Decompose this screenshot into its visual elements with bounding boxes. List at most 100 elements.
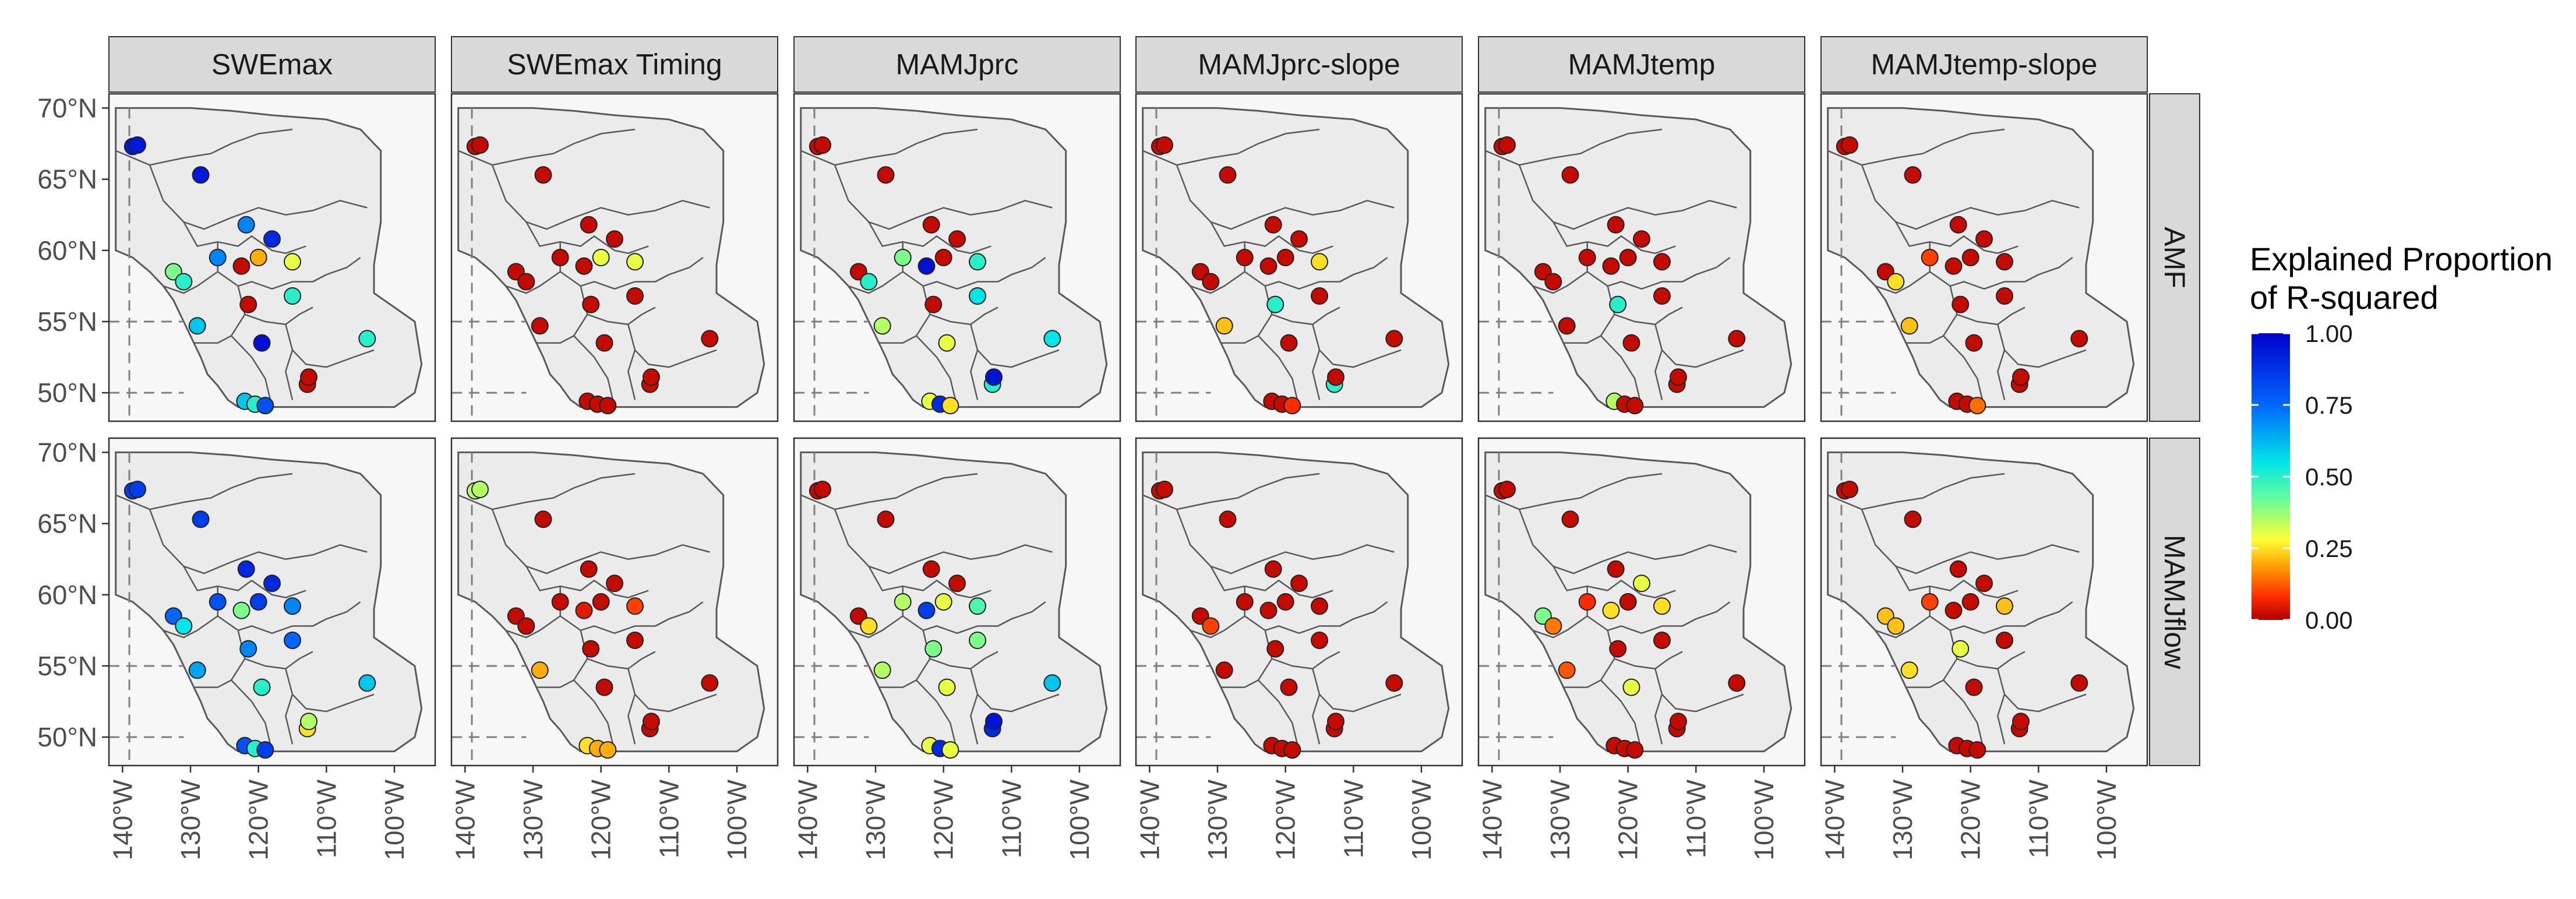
station-point	[1602, 257, 1620, 275]
station-point	[924, 640, 943, 658]
station-point	[701, 674, 719, 692]
basin-boundary	[627, 324, 717, 368]
station-point	[1264, 216, 1282, 234]
station-point	[239, 640, 257, 658]
station-point	[1578, 249, 1596, 266]
station-point	[1280, 678, 1298, 696]
y-tick-label: 65°N	[37, 509, 97, 539]
station-point	[1311, 632, 1328, 649]
column-strip	[1820, 36, 2148, 93]
panel-frame	[1477, 437, 1806, 767]
legend-ticks: 1.00 0.75 0.50 0.25 0.00	[2252, 320, 2353, 634]
basin-boundary	[1654, 350, 1663, 400]
station-point	[1968, 397, 1986, 415]
station-point	[517, 273, 535, 291]
panel-frame	[1820, 437, 2148, 767]
basin-boundary	[1244, 586, 1354, 634]
station-point	[471, 136, 489, 154]
basin-boundary	[163, 271, 218, 294]
station-point	[1498, 481, 1516, 498]
station-point	[626, 632, 644, 649]
station-point	[1266, 295, 1285, 313]
station-point	[1259, 601, 1278, 619]
basin-boundary	[217, 586, 327, 634]
station-point	[1156, 136, 1173, 154]
x-tick-label: 140°W	[450, 779, 480, 860]
station-point	[985, 713, 1003, 731]
panel-frame	[108, 93, 436, 422]
station-point	[1043, 674, 1061, 692]
basin-boundary	[1176, 164, 1395, 230]
station-point	[175, 273, 193, 291]
facet-panel: MAMJprc-slope	[1135, 36, 1463, 422]
station-point	[873, 661, 891, 679]
basin-boundary	[1312, 350, 1321, 400]
basin-boundary	[491, 164, 710, 230]
station-point	[239, 295, 257, 313]
station-point	[1215, 661, 1233, 679]
station-point	[580, 560, 598, 578]
station-point	[1841, 481, 1858, 498]
station-point	[1670, 368, 1687, 386]
basin-boundary	[115, 473, 293, 510]
x-tick-label: 100°W	[1064, 779, 1095, 860]
station-point	[1949, 560, 1967, 578]
basin-boundary	[1532, 271, 1588, 294]
basin-boundary	[183, 221, 306, 254]
station-point	[1653, 597, 1671, 615]
facet-panel: SWEmax 70°N 65°N 60°N 55°N 50°N	[37, 36, 436, 422]
station-point	[1236, 249, 1254, 266]
basin-boundary	[627, 350, 636, 400]
basin-boundary	[834, 164, 1053, 230]
basin-boundary	[1943, 679, 1985, 752]
legend-tick-label: 0.50	[2305, 463, 2353, 491]
station-point	[1266, 640, 1285, 658]
basin-boundary	[1682, 601, 1731, 627]
station-point	[300, 713, 317, 731]
basin-boundary	[115, 128, 293, 166]
x-tick-label: 130°W	[860, 779, 891, 860]
x-tick-label: 130°W	[518, 779, 548, 860]
row-strip: MAMJflow	[2149, 438, 2200, 766]
station-point	[1290, 574, 1308, 593]
station-point	[129, 481, 146, 498]
x-tick-label: 110°W	[1681, 779, 1711, 858]
station-point	[1202, 617, 1220, 635]
basin-boundary	[1600, 679, 1643, 752]
basin-boundary	[2024, 601, 2073, 627]
station-point	[814, 481, 831, 498]
basin-boundary	[997, 601, 1046, 627]
station-point	[582, 295, 600, 313]
station-point	[1653, 287, 1671, 305]
station-point	[1900, 317, 1918, 335]
station-point	[1385, 674, 1403, 692]
basin-boundary	[1654, 694, 1663, 745]
facet-panel: MAMJtemp	[1477, 36, 1806, 422]
facet-panel: 140°W 130°W 120°W 110°W 100°W	[1134, 437, 1463, 861]
station-point	[626, 253, 644, 271]
x-tick-label: 120°W	[1956, 779, 1986, 860]
basin-boundary	[1312, 324, 1402, 368]
station-point	[1633, 230, 1650, 248]
basin-boundary	[1997, 324, 2087, 368]
station-point	[1280, 334, 1298, 352]
station-point	[643, 713, 660, 731]
x-tick-label: 120°W	[929, 779, 959, 860]
station-point	[1558, 661, 1576, 679]
station-point	[1670, 713, 1687, 731]
station-point	[531, 661, 549, 679]
station-point	[969, 597, 986, 615]
station-point	[1996, 597, 2013, 615]
legend-tick-label: 0.25	[2305, 535, 2353, 562]
y-tick-label: 55°N	[37, 306, 97, 337]
panel-frame	[108, 437, 436, 767]
basin-boundary	[525, 566, 649, 598]
station-point	[1385, 330, 1403, 348]
station-point	[1952, 640, 1970, 658]
basin-boundary	[1600, 335, 1643, 407]
station-point	[1996, 253, 2013, 271]
station-point	[551, 593, 569, 611]
basin-boundary	[573, 679, 616, 752]
y-tick-label: 50°N	[37, 378, 97, 408]
x-tick-label: 100°W	[379, 779, 410, 860]
